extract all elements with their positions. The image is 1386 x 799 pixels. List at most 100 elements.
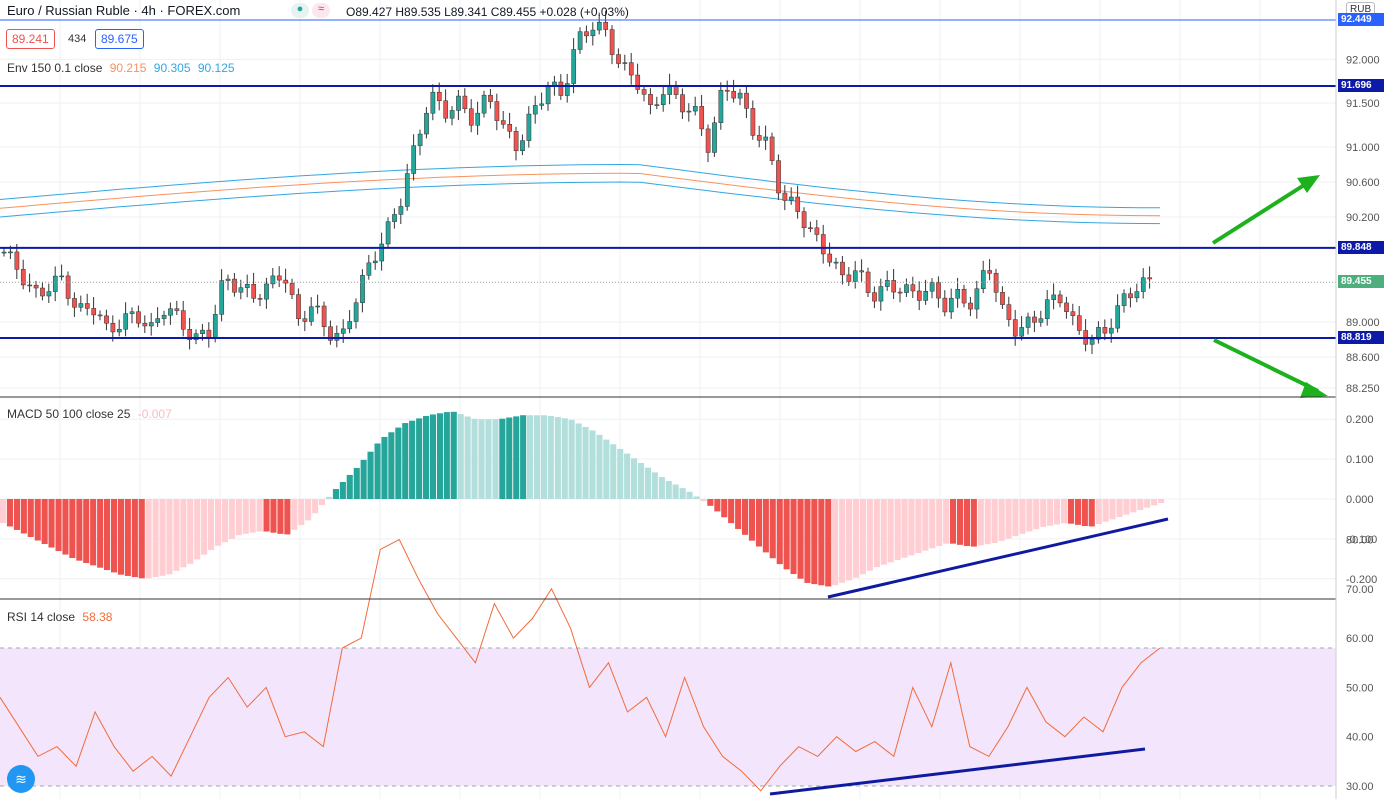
- macd-bar: [991, 499, 998, 544]
- macd-bar: [48, 499, 55, 548]
- macd-bar: [748, 499, 755, 541]
- macd-bar: [1137, 499, 1144, 511]
- down-arrow[interactable]: [1213, 338, 1319, 393]
- macd-bar: [1144, 499, 1151, 508]
- macd-bar: [325, 496, 332, 499]
- trend-lines[interactable]: [769, 517, 1169, 796]
- macd-bar: [957, 499, 964, 545]
- candle-body: [961, 288, 967, 304]
- candle-body: [577, 31, 583, 50]
- candle-body: [584, 31, 589, 37]
- macd-bar: [818, 499, 825, 586]
- macd-bar: [950, 499, 957, 544]
- candle-body: [904, 284, 909, 293]
- macd-trendline[interactable]: [827, 517, 1169, 599]
- buy-button[interactable]: 89.675: [95, 29, 144, 49]
- macd-bar: [894, 499, 901, 561]
- macd-bar: [915, 499, 922, 554]
- candle-body: [180, 310, 186, 330]
- candle-body: [14, 251, 20, 270]
- macd-bar: [638, 462, 645, 499]
- macd-bar: [568, 419, 575, 499]
- candle-body: [1134, 291, 1140, 299]
- candle-body: [424, 112, 429, 135]
- candle-body: [27, 284, 33, 287]
- macd-bar: [374, 443, 381, 499]
- candle-body: [1044, 299, 1050, 319]
- macd-bar: [90, 499, 97, 566]
- candle-body: [942, 297, 948, 313]
- rsi-tick-label: 30.00: [1346, 781, 1374, 793]
- macd-bar: [443, 412, 450, 499]
- tradingview-logo-icon[interactable]: ≋: [7, 765, 35, 793]
- macd-bar: [735, 499, 742, 529]
- candle-body: [1121, 293, 1127, 306]
- eye-icon[interactable]: ●: [291, 3, 309, 18]
- candle-body: [468, 108, 474, 126]
- candle-body: [1, 251, 7, 254]
- macd-bar: [513, 416, 520, 499]
- macd-bar: [41, 499, 48, 545]
- candle-body: [852, 270, 858, 282]
- candle-body: [65, 275, 71, 299]
- macd-bar: [159, 499, 166, 576]
- macd-bar: [693, 496, 700, 499]
- up-arrow[interactable]: [1211, 178, 1314, 245]
- candle-body: [846, 274, 852, 282]
- macd-bar: [721, 499, 728, 518]
- candle-body: [475, 112, 481, 126]
- candle-body: [449, 110, 455, 119]
- y-axis[interactable]: 92.000 91.500 91.000 90.600 90.200 89.000 88.6…: [1346, 54, 1380, 793]
- macd-bar: [1061, 499, 1068, 524]
- symbol-title[interactable]: Euro / Russian Ruble · 4h · FOREX.com: [7, 3, 241, 18]
- candle-body: [616, 54, 621, 64]
- price-tick-label: 89.000: [1346, 317, 1380, 329]
- candle-body: [827, 253, 833, 263]
- price-tick-label: 88.250: [1346, 383, 1380, 395]
- macd-bar: [1088, 499, 1095, 527]
- macd-bar: [1074, 499, 1081, 525]
- candle-body: [699, 106, 705, 130]
- macd-bar: [319, 499, 326, 506]
- macd-bar: [1116, 499, 1123, 518]
- macd-bar: [242, 499, 249, 534]
- macd-bar: [221, 499, 228, 543]
- rsi-indicator-label[interactable]: RSI 14 close 58.38: [7, 610, 112, 624]
- macd-bar: [111, 499, 118, 573]
- candle-body: [865, 271, 871, 293]
- candle-body: [360, 275, 365, 303]
- candle-body: [763, 136, 769, 141]
- macd-bar: [69, 499, 76, 559]
- arrows[interactable]: [1211, 175, 1328, 398]
- macd-bar: [596, 434, 603, 499]
- candle-body: [1057, 294, 1063, 304]
- candle-body: [78, 303, 84, 308]
- up-arrow-head: [1297, 175, 1320, 193]
- candle-body: [411, 145, 417, 174]
- candle-body: [955, 288, 961, 299]
- candle-body: [404, 173, 410, 207]
- macd-bar: [83, 499, 90, 564]
- macd-bar: [832, 499, 839, 586]
- rsi-band: [0, 648, 1336, 786]
- candle-body: [910, 284, 916, 292]
- macd-bar: [506, 417, 513, 499]
- macd-bar: [901, 499, 908, 558]
- macd-bar: [20, 499, 27, 534]
- macd-indicator-label[interactable]: MACD 50 100 close 25 -0.007: [7, 407, 172, 421]
- horizontal-levels[interactable]: [0, 19, 1336, 339]
- candle-body: [84, 303, 90, 309]
- candle-body: [1108, 327, 1114, 334]
- sell-button[interactable]: 89.241: [6, 29, 55, 49]
- candle-body: [372, 260, 378, 264]
- macd-bar: [540, 415, 547, 499]
- macd-bar: [790, 499, 797, 574]
- macd-bar: [228, 499, 235, 539]
- env-indicator-label[interactable]: Env 150 0.1 close 90.215 90.305 90.125: [7, 61, 235, 75]
- candle-body: [1102, 327, 1108, 334]
- rsi-trendline[interactable]: [769, 747, 1146, 796]
- macd-tick-label: 0.000: [1346, 494, 1374, 506]
- macd-bar: [610, 444, 617, 499]
- wave-icon[interactable]: ≈: [312, 3, 330, 18]
